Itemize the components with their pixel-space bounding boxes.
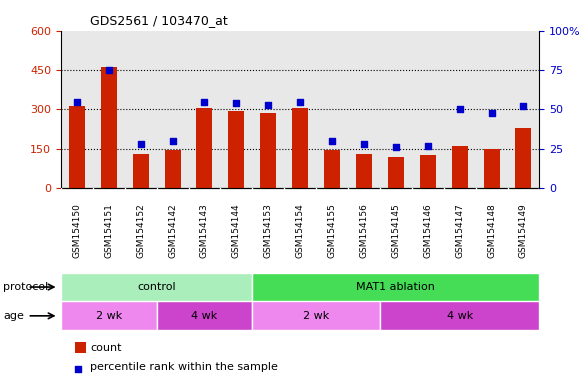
Text: GSM154145: GSM154145 <box>392 203 400 258</box>
Point <box>359 141 368 147</box>
Text: GSM154153: GSM154153 <box>264 203 273 258</box>
Point <box>168 138 177 144</box>
Bar <box>452 146 467 188</box>
Bar <box>165 150 180 188</box>
Text: GSM154144: GSM154144 <box>232 203 241 258</box>
Bar <box>252 301 380 330</box>
Bar <box>101 68 117 188</box>
Text: 2 wk: 2 wk <box>96 311 122 321</box>
Bar <box>356 154 372 188</box>
Text: GSM154146: GSM154146 <box>423 203 432 258</box>
Text: GSM154148: GSM154148 <box>487 203 496 258</box>
Text: GSM154155: GSM154155 <box>328 203 336 258</box>
Point <box>231 100 241 106</box>
Text: GSM154151: GSM154151 <box>104 203 113 258</box>
Point <box>200 98 209 104</box>
Text: protocol: protocol <box>3 282 48 292</box>
Text: GSM154156: GSM154156 <box>360 203 368 258</box>
Bar <box>229 111 244 188</box>
Bar <box>61 301 157 330</box>
Text: percentile rank within the sample: percentile rank within the sample <box>90 362 278 372</box>
Text: GSM154149: GSM154149 <box>519 203 528 258</box>
Point <box>74 366 83 372</box>
Text: 4 wk: 4 wk <box>447 311 473 321</box>
Text: 4 wk: 4 wk <box>191 311 218 321</box>
Point <box>327 138 336 144</box>
Point <box>391 144 400 150</box>
Bar <box>292 108 308 188</box>
Text: GSM154142: GSM154142 <box>168 203 177 258</box>
Bar <box>388 157 404 188</box>
Text: count: count <box>90 343 121 353</box>
Text: 2 wk: 2 wk <box>303 311 329 321</box>
Text: GSM154150: GSM154150 <box>72 203 81 258</box>
Point <box>72 98 81 104</box>
Text: GSM154143: GSM154143 <box>200 203 209 258</box>
Bar <box>420 156 436 188</box>
Bar <box>133 154 148 188</box>
Text: GSM154154: GSM154154 <box>296 203 304 258</box>
Point <box>519 103 528 109</box>
Bar <box>516 128 531 188</box>
Bar <box>252 273 539 301</box>
Bar <box>324 150 340 188</box>
Point <box>263 102 273 108</box>
Text: MAT1 ablation: MAT1 ablation <box>357 282 435 292</box>
Text: age: age <box>3 311 24 321</box>
Bar <box>260 113 276 188</box>
Bar <box>61 273 252 301</box>
Text: GDS2561 / 103470_at: GDS2561 / 103470_at <box>90 14 227 27</box>
Point <box>423 142 433 149</box>
Point <box>455 106 464 113</box>
Text: control: control <box>137 282 176 292</box>
Point <box>295 98 305 104</box>
Bar <box>484 149 499 188</box>
Bar <box>197 108 212 188</box>
Text: GSM154152: GSM154152 <box>136 203 145 258</box>
Text: GSM154147: GSM154147 <box>455 203 464 258</box>
Point <box>104 67 114 73</box>
Bar <box>157 301 252 330</box>
Point <box>136 141 145 147</box>
Point <box>487 109 496 116</box>
Bar <box>69 106 85 188</box>
Bar <box>380 301 539 330</box>
